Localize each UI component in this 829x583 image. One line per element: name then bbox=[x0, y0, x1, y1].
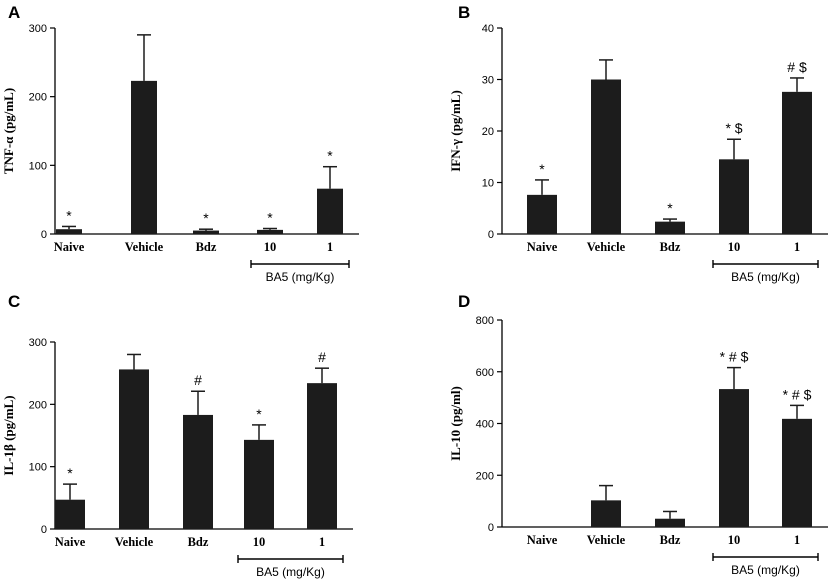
panel-letter: D bbox=[458, 292, 470, 311]
group-label: BA5 (mg/Kg) bbox=[256, 565, 325, 579]
panel-c: C 0 100 200 300 IL-1β (pg/mL) * Naive Vehicle # Bd… bbox=[1, 292, 353, 579]
significance-mark: * bbox=[67, 465, 73, 481]
category-label: 1 bbox=[319, 535, 325, 549]
y-axis-label: TNF-α (pg/mL) bbox=[1, 88, 16, 174]
bar-vehicle bbox=[131, 80, 157, 234]
category-label: Bdz bbox=[196, 240, 217, 254]
y-tick-label: 20 bbox=[482, 126, 494, 138]
y-tick-label: 0 bbox=[488, 229, 494, 241]
category-label: Bdz bbox=[660, 240, 681, 254]
group-label: BA5 (mg/Kg) bbox=[731, 270, 800, 284]
y-tick-label: 200 bbox=[29, 92, 47, 104]
significance-mark: * bbox=[256, 406, 262, 422]
bar-10 bbox=[244, 439, 274, 529]
significance-mark: # bbox=[318, 349, 326, 365]
bar-bdz bbox=[655, 518, 685, 527]
y-tick-label: 300 bbox=[29, 23, 47, 35]
bar-vehicle bbox=[119, 369, 149, 529]
category-label: Naive bbox=[527, 240, 558, 254]
y-tick-label: 30 bbox=[482, 75, 494, 87]
y-tick-label: 400 bbox=[476, 419, 494, 431]
panel-letter: A bbox=[8, 3, 20, 22]
panel-letter: C bbox=[8, 292, 20, 311]
category-label: Naive bbox=[55, 535, 86, 549]
category-label: 10 bbox=[253, 535, 266, 549]
category-label: 10 bbox=[728, 240, 741, 254]
bar-bdz bbox=[193, 230, 219, 234]
y-tick-label: 800 bbox=[476, 315, 494, 327]
panel-letter: B bbox=[458, 3, 470, 22]
group-label: BA5 (mg/Kg) bbox=[731, 563, 800, 577]
bar-naive bbox=[56, 229, 82, 234]
category-label: Vehicle bbox=[125, 240, 164, 254]
bar-bdz bbox=[183, 414, 213, 529]
significance-mark: * bbox=[327, 148, 333, 164]
category-label: Bdz bbox=[660, 533, 681, 547]
category-label: 1 bbox=[794, 240, 800, 254]
significance-mark: # bbox=[194, 372, 202, 388]
significance-mark: # $ bbox=[787, 59, 807, 75]
bar-10 bbox=[257, 229, 283, 234]
category-label: 10 bbox=[264, 240, 277, 254]
significance-mark: * # $ bbox=[720, 349, 749, 365]
bar-bdz bbox=[655, 221, 685, 234]
significance-mark: * bbox=[203, 210, 209, 226]
panel-a: A 0 100 200 300 TNF-α (pg/mL) * Naive Vehicle * Bd… bbox=[1, 3, 359, 284]
significance-mark: * # $ bbox=[783, 386, 812, 402]
significance-mark: * bbox=[539, 161, 545, 177]
category-label: Vehicle bbox=[587, 240, 626, 254]
bar-vehicle bbox=[591, 500, 621, 527]
significance-mark: * bbox=[267, 210, 273, 226]
y-tick-label: 100 bbox=[29, 160, 47, 172]
category-label: Naive bbox=[527, 533, 558, 547]
bar-naive bbox=[527, 194, 557, 234]
category-label: Naive bbox=[54, 240, 85, 254]
significance-mark: * bbox=[667, 200, 673, 216]
bar-1 bbox=[317, 188, 343, 234]
y-tick-label: 10 bbox=[482, 178, 494, 190]
panel-d: D 0 200 400 600 800 IL-10 (pg/ml) Naive Vehicle B… bbox=[448, 292, 828, 577]
bar-1 bbox=[782, 418, 812, 527]
y-tick-label: 0 bbox=[488, 522, 494, 534]
significance-mark: * bbox=[66, 207, 72, 223]
group-label: BA5 (mg/Kg) bbox=[266, 270, 335, 284]
significance-mark: * $ bbox=[725, 120, 742, 136]
panel-b: B 0 10 20 30 40 IFN-γ (pg/mL) * Naive Vehicle * Bdz… bbox=[448, 3, 828, 284]
category-label: Vehicle bbox=[587, 533, 626, 547]
category-label: Vehicle bbox=[115, 535, 154, 549]
y-tick-label: 300 bbox=[29, 337, 47, 349]
bar-1 bbox=[307, 383, 337, 529]
category-label: Bdz bbox=[188, 535, 209, 549]
y-tick-label: 40 bbox=[482, 23, 494, 35]
category-label: 1 bbox=[794, 533, 800, 547]
bar-10 bbox=[719, 159, 749, 234]
y-axis-label: IL-1β (pg/mL) bbox=[1, 395, 16, 475]
bar-10 bbox=[719, 389, 749, 527]
y-axis-label: IFN-γ (pg/mL) bbox=[448, 90, 463, 172]
category-label: 1 bbox=[327, 240, 333, 254]
y-tick-label: 100 bbox=[29, 462, 47, 474]
bar-naive bbox=[55, 499, 85, 529]
category-label: 10 bbox=[728, 533, 741, 547]
y-tick-label: 200 bbox=[476, 470, 494, 482]
bar-1 bbox=[782, 91, 812, 234]
y-axis-label: IL-10 (pg/ml) bbox=[448, 386, 463, 461]
bar-vehicle bbox=[591, 79, 621, 234]
y-tick-label: 600 bbox=[476, 367, 494, 379]
y-tick-label: 200 bbox=[29, 399, 47, 411]
y-tick-label: 0 bbox=[41, 229, 47, 241]
y-tick-label: 0 bbox=[41, 524, 47, 536]
